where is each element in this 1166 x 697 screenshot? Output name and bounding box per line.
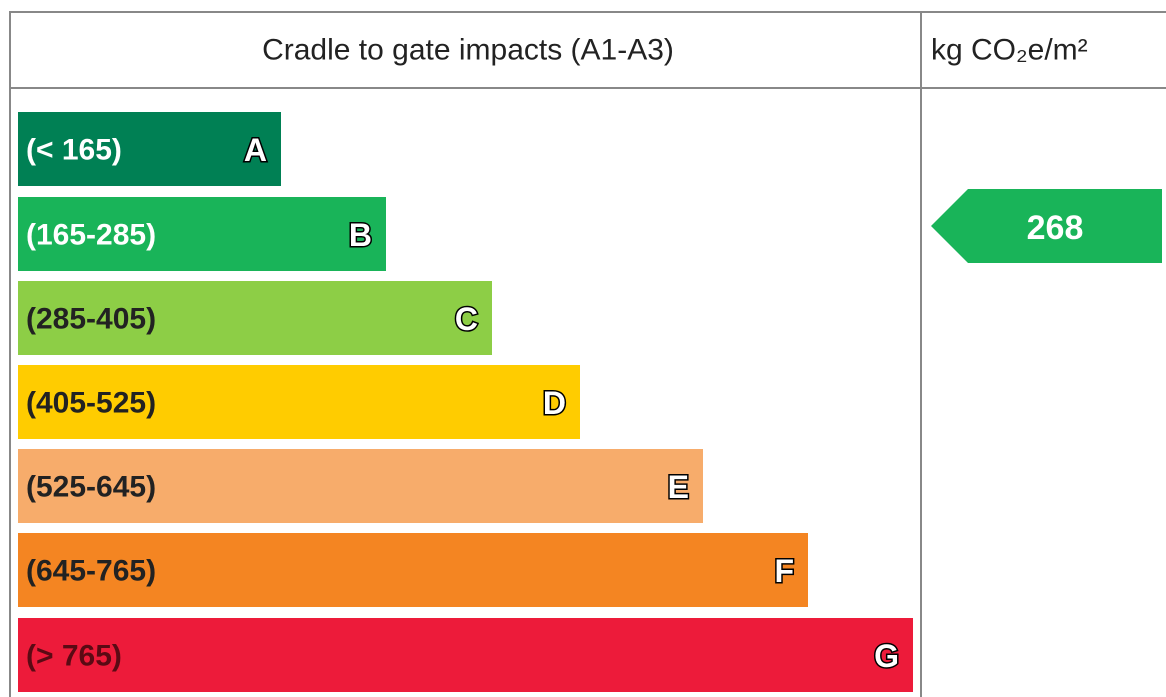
band-range: (< 165) bbox=[26, 134, 122, 167]
band-bar bbox=[18, 618, 913, 692]
band-letter: E bbox=[668, 469, 689, 505]
band-letter: B bbox=[349, 217, 372, 253]
band-letter: G bbox=[874, 638, 899, 674]
band-bar bbox=[18, 281, 492, 355]
band-bar bbox=[18, 365, 580, 439]
table-border bbox=[9, 11, 1166, 697]
band-range: (405-525) bbox=[26, 387, 156, 420]
band-range: (165-285) bbox=[26, 219, 156, 252]
band-range: (285-405) bbox=[26, 303, 156, 336]
band-bar bbox=[18, 449, 703, 523]
band-letter: D bbox=[543, 385, 566, 421]
band-range: (525-645) bbox=[26, 471, 156, 504]
band-bar bbox=[18, 533, 808, 607]
band-range: (> 765) bbox=[26, 640, 122, 673]
band-letter: F bbox=[774, 553, 794, 589]
band-bar bbox=[18, 112, 281, 186]
band-letter: A bbox=[244, 132, 267, 168]
band-range: (645-765) bbox=[26, 555, 156, 588]
rating-arrow bbox=[931, 189, 1162, 263]
band-bar bbox=[18, 197, 386, 271]
rating-value: 268 bbox=[1027, 209, 1084, 247]
header-unit: kg CO₂e/m² bbox=[931, 34, 1088, 67]
header-title: Cradle to gate impacts (A1-A3) bbox=[262, 34, 674, 67]
band-letter: C bbox=[455, 301, 478, 337]
